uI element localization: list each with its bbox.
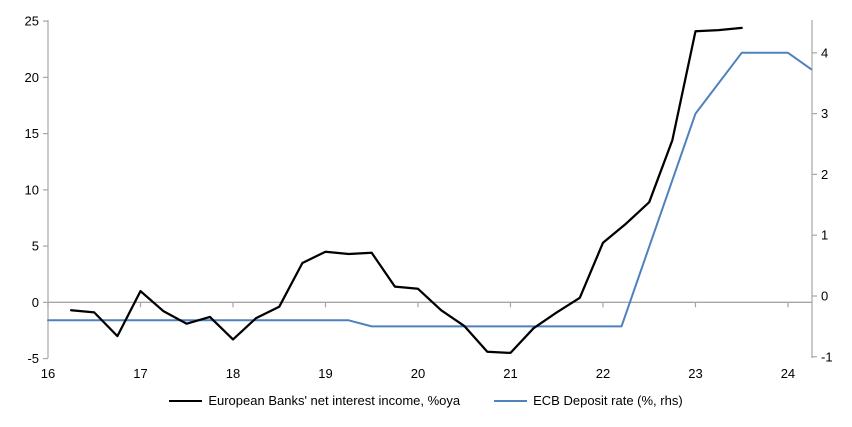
x-axis-tick-label: 24 — [781, 366, 795, 381]
left-axis-tick-label: 0 — [32, 295, 39, 310]
right-axis-tick-label: 3 — [821, 106, 828, 121]
legend-item-net-interest-income: European Banks' net interest income, %oy… — [169, 393, 460, 408]
chart-legend: European Banks' net interest income, %oy… — [0, 393, 852, 408]
right-axis-tick-label: -1 — [821, 349, 833, 364]
legend-item-ecb-deposit-rate: ECB Deposit rate (%, rhs) — [494, 393, 683, 408]
right-axis-tick-label: 0 — [821, 288, 828, 303]
black-line-swatch — [169, 399, 203, 402]
series-line-european-banks-nii — [69, 26, 743, 355]
x-axis-tick-label: 20 — [411, 366, 425, 381]
blue-line-swatch — [494, 399, 528, 402]
x-axis-tick-label: 18 — [226, 366, 240, 381]
legend-label-net-interest-income: European Banks' net interest income, %oy… — [208, 393, 461, 408]
x-axis-tick-label: 17 — [133, 366, 147, 381]
right-axis-tick-label: 1 — [821, 228, 828, 243]
legend-label-ecb-deposit-rate: ECB Deposit rate (%, rhs) — [533, 393, 683, 408]
right-axis-tick-label: 2 — [821, 167, 828, 182]
left-axis-tick-label: 20 — [25, 70, 39, 85]
left-axis-tick-label: 25 — [25, 14, 39, 29]
x-axis-tick-label: 22 — [596, 366, 610, 381]
x-axis-tick-label: 21 — [503, 366, 517, 381]
left-axis-tick-label: 15 — [25, 126, 39, 141]
left-axis-tick-label: -5 — [27, 351, 39, 366]
x-axis-tick-label: 19 — [318, 366, 332, 381]
right-axis-tick-label: 4 — [821, 45, 828, 60]
series-line-ecb-deposit-rate — [47, 51, 813, 328]
x-axis-tick-label: 16 — [41, 366, 55, 381]
left-axis-tick-label: 10 — [25, 182, 39, 197]
left-axis-tick-label: 5 — [32, 239, 39, 254]
x-axis-tick-label: 23 — [688, 366, 702, 381]
